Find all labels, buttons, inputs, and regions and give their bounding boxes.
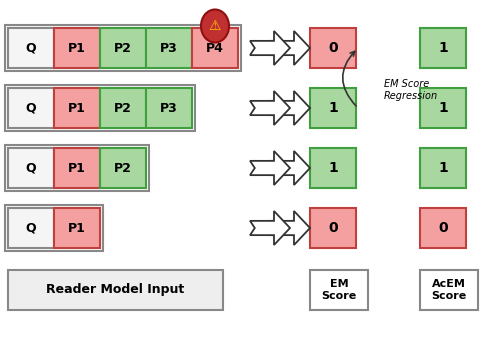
FancyBboxPatch shape bbox=[5, 205, 103, 251]
Polygon shape bbox=[250, 91, 290, 125]
Text: 1: 1 bbox=[438, 101, 448, 115]
Text: Q: Q bbox=[26, 161, 36, 174]
FancyArrowPatch shape bbox=[343, 51, 356, 106]
Text: 1: 1 bbox=[328, 161, 338, 175]
FancyBboxPatch shape bbox=[420, 28, 466, 68]
FancyBboxPatch shape bbox=[54, 28, 100, 68]
Polygon shape bbox=[270, 91, 310, 125]
Text: P1: P1 bbox=[68, 41, 86, 54]
Text: P1: P1 bbox=[68, 222, 86, 235]
Text: EM Score
Regression: EM Score Regression bbox=[384, 79, 438, 101]
FancyBboxPatch shape bbox=[310, 88, 356, 128]
Text: P3: P3 bbox=[160, 102, 178, 115]
FancyBboxPatch shape bbox=[8, 28, 54, 68]
FancyBboxPatch shape bbox=[310, 28, 356, 68]
Text: Q: Q bbox=[26, 222, 36, 235]
FancyBboxPatch shape bbox=[5, 25, 241, 71]
Text: 0: 0 bbox=[328, 221, 338, 235]
Ellipse shape bbox=[201, 10, 229, 42]
FancyBboxPatch shape bbox=[8, 208, 54, 248]
Text: 0: 0 bbox=[328, 41, 338, 55]
FancyBboxPatch shape bbox=[146, 88, 192, 128]
Text: P2: P2 bbox=[114, 161, 132, 174]
FancyBboxPatch shape bbox=[8, 88, 54, 128]
Text: 1: 1 bbox=[438, 41, 448, 55]
Polygon shape bbox=[250, 211, 290, 245]
Text: Q: Q bbox=[26, 102, 36, 115]
Polygon shape bbox=[250, 31, 290, 65]
FancyBboxPatch shape bbox=[54, 148, 100, 188]
FancyBboxPatch shape bbox=[420, 88, 466, 128]
FancyBboxPatch shape bbox=[54, 88, 100, 128]
FancyBboxPatch shape bbox=[310, 208, 356, 248]
Text: P4: P4 bbox=[206, 41, 224, 54]
Text: EM
Score: EM Score bbox=[321, 279, 357, 301]
Text: ⚠: ⚠ bbox=[209, 19, 221, 33]
Text: Q: Q bbox=[26, 41, 36, 54]
Text: P2: P2 bbox=[114, 102, 132, 115]
FancyBboxPatch shape bbox=[8, 148, 54, 188]
Polygon shape bbox=[270, 31, 310, 65]
FancyBboxPatch shape bbox=[420, 208, 466, 248]
Text: P2: P2 bbox=[114, 41, 132, 54]
FancyBboxPatch shape bbox=[420, 148, 466, 188]
FancyBboxPatch shape bbox=[54, 208, 100, 248]
Text: P1: P1 bbox=[68, 102, 86, 115]
FancyBboxPatch shape bbox=[310, 148, 356, 188]
Text: 0: 0 bbox=[438, 221, 448, 235]
FancyBboxPatch shape bbox=[8, 270, 223, 310]
FancyBboxPatch shape bbox=[310, 270, 368, 310]
Text: 1: 1 bbox=[438, 161, 448, 175]
Polygon shape bbox=[270, 211, 310, 245]
Text: 1: 1 bbox=[328, 101, 338, 115]
FancyBboxPatch shape bbox=[100, 148, 146, 188]
FancyBboxPatch shape bbox=[5, 145, 149, 191]
FancyBboxPatch shape bbox=[192, 28, 238, 68]
FancyBboxPatch shape bbox=[100, 88, 146, 128]
FancyBboxPatch shape bbox=[5, 85, 195, 131]
Text: AcEM
Score: AcEM Score bbox=[432, 279, 467, 301]
Polygon shape bbox=[250, 151, 290, 185]
Text: P1: P1 bbox=[68, 161, 86, 174]
Polygon shape bbox=[270, 151, 310, 185]
FancyBboxPatch shape bbox=[420, 270, 478, 310]
Text: Reader Model Input: Reader Model Input bbox=[46, 284, 185, 297]
FancyBboxPatch shape bbox=[100, 28, 146, 68]
FancyBboxPatch shape bbox=[146, 28, 192, 68]
Text: P3: P3 bbox=[160, 41, 178, 54]
